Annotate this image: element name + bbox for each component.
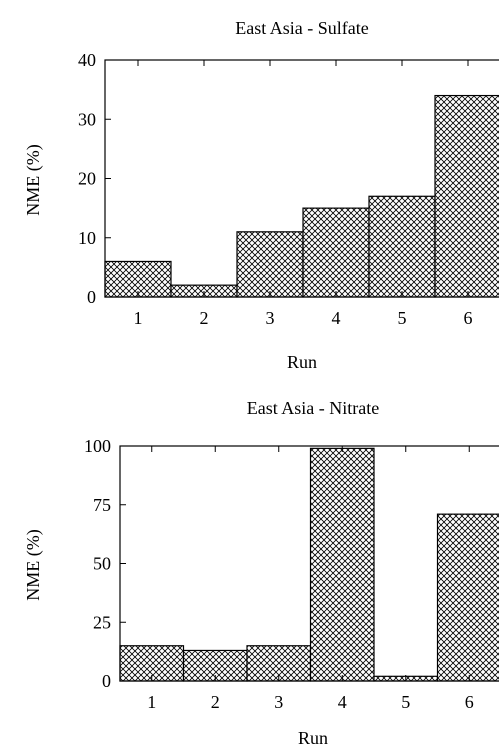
x-tick-label: 6 [465, 692, 474, 712]
y-tick-label: 75 [93, 495, 111, 515]
bar-run-6 [438, 514, 499, 681]
x-tick-label: 3 [274, 692, 283, 712]
y-tick-label: 10 [78, 228, 96, 248]
x-tick-label: 4 [332, 308, 341, 328]
bar-run-6 [435, 96, 499, 297]
nitrate-chart: East Asia - Nitrate NME (%) Run 1 2 3 4 5 6 0 2… [23, 398, 499, 748]
y-tick-label: 20 [78, 169, 96, 189]
y-tick-label: 25 [93, 612, 111, 632]
y-tick-label: 0 [102, 671, 111, 691]
x-axis-label: Run [287, 352, 317, 372]
sulfate-chart: East Asia - Sulfate NME (%) Run 1 2 3 4 5 6 0 1… [23, 18, 499, 372]
x-tick-label: 1 [134, 308, 143, 328]
bars-group [120, 448, 499, 681]
y-tick-label: 30 [78, 109, 96, 129]
chart-title: East Asia - Sulfate [235, 18, 368, 38]
y-tick-label: 40 [78, 50, 96, 70]
chart-title: East Asia - Nitrate [247, 398, 379, 418]
y-tick-label: 0 [87, 287, 96, 307]
x-tick-label: 5 [401, 692, 410, 712]
bars-group [105, 96, 499, 297]
bar-run-5 [369, 196, 435, 297]
bar-run-4 [303, 208, 369, 297]
x-axis-label: Run [298, 728, 328, 748]
y-tick-label: 100 [84, 436, 111, 456]
x-tick-label: 2 [200, 308, 209, 328]
x-tick-label: 5 [398, 308, 407, 328]
x-tick-label: 3 [266, 308, 275, 328]
y-axis-label: NME (%) [23, 144, 44, 215]
bar-run-3 [237, 232, 303, 297]
bar-run-4 [311, 448, 375, 681]
x-tick-label: 4 [338, 692, 347, 712]
y-tick-label: 50 [93, 554, 111, 574]
y-axis-label: NME (%) [23, 529, 44, 600]
x-tick-label: 2 [211, 692, 220, 712]
x-tick-label: 1 [147, 692, 156, 712]
x-tick-label: 6 [464, 308, 473, 328]
